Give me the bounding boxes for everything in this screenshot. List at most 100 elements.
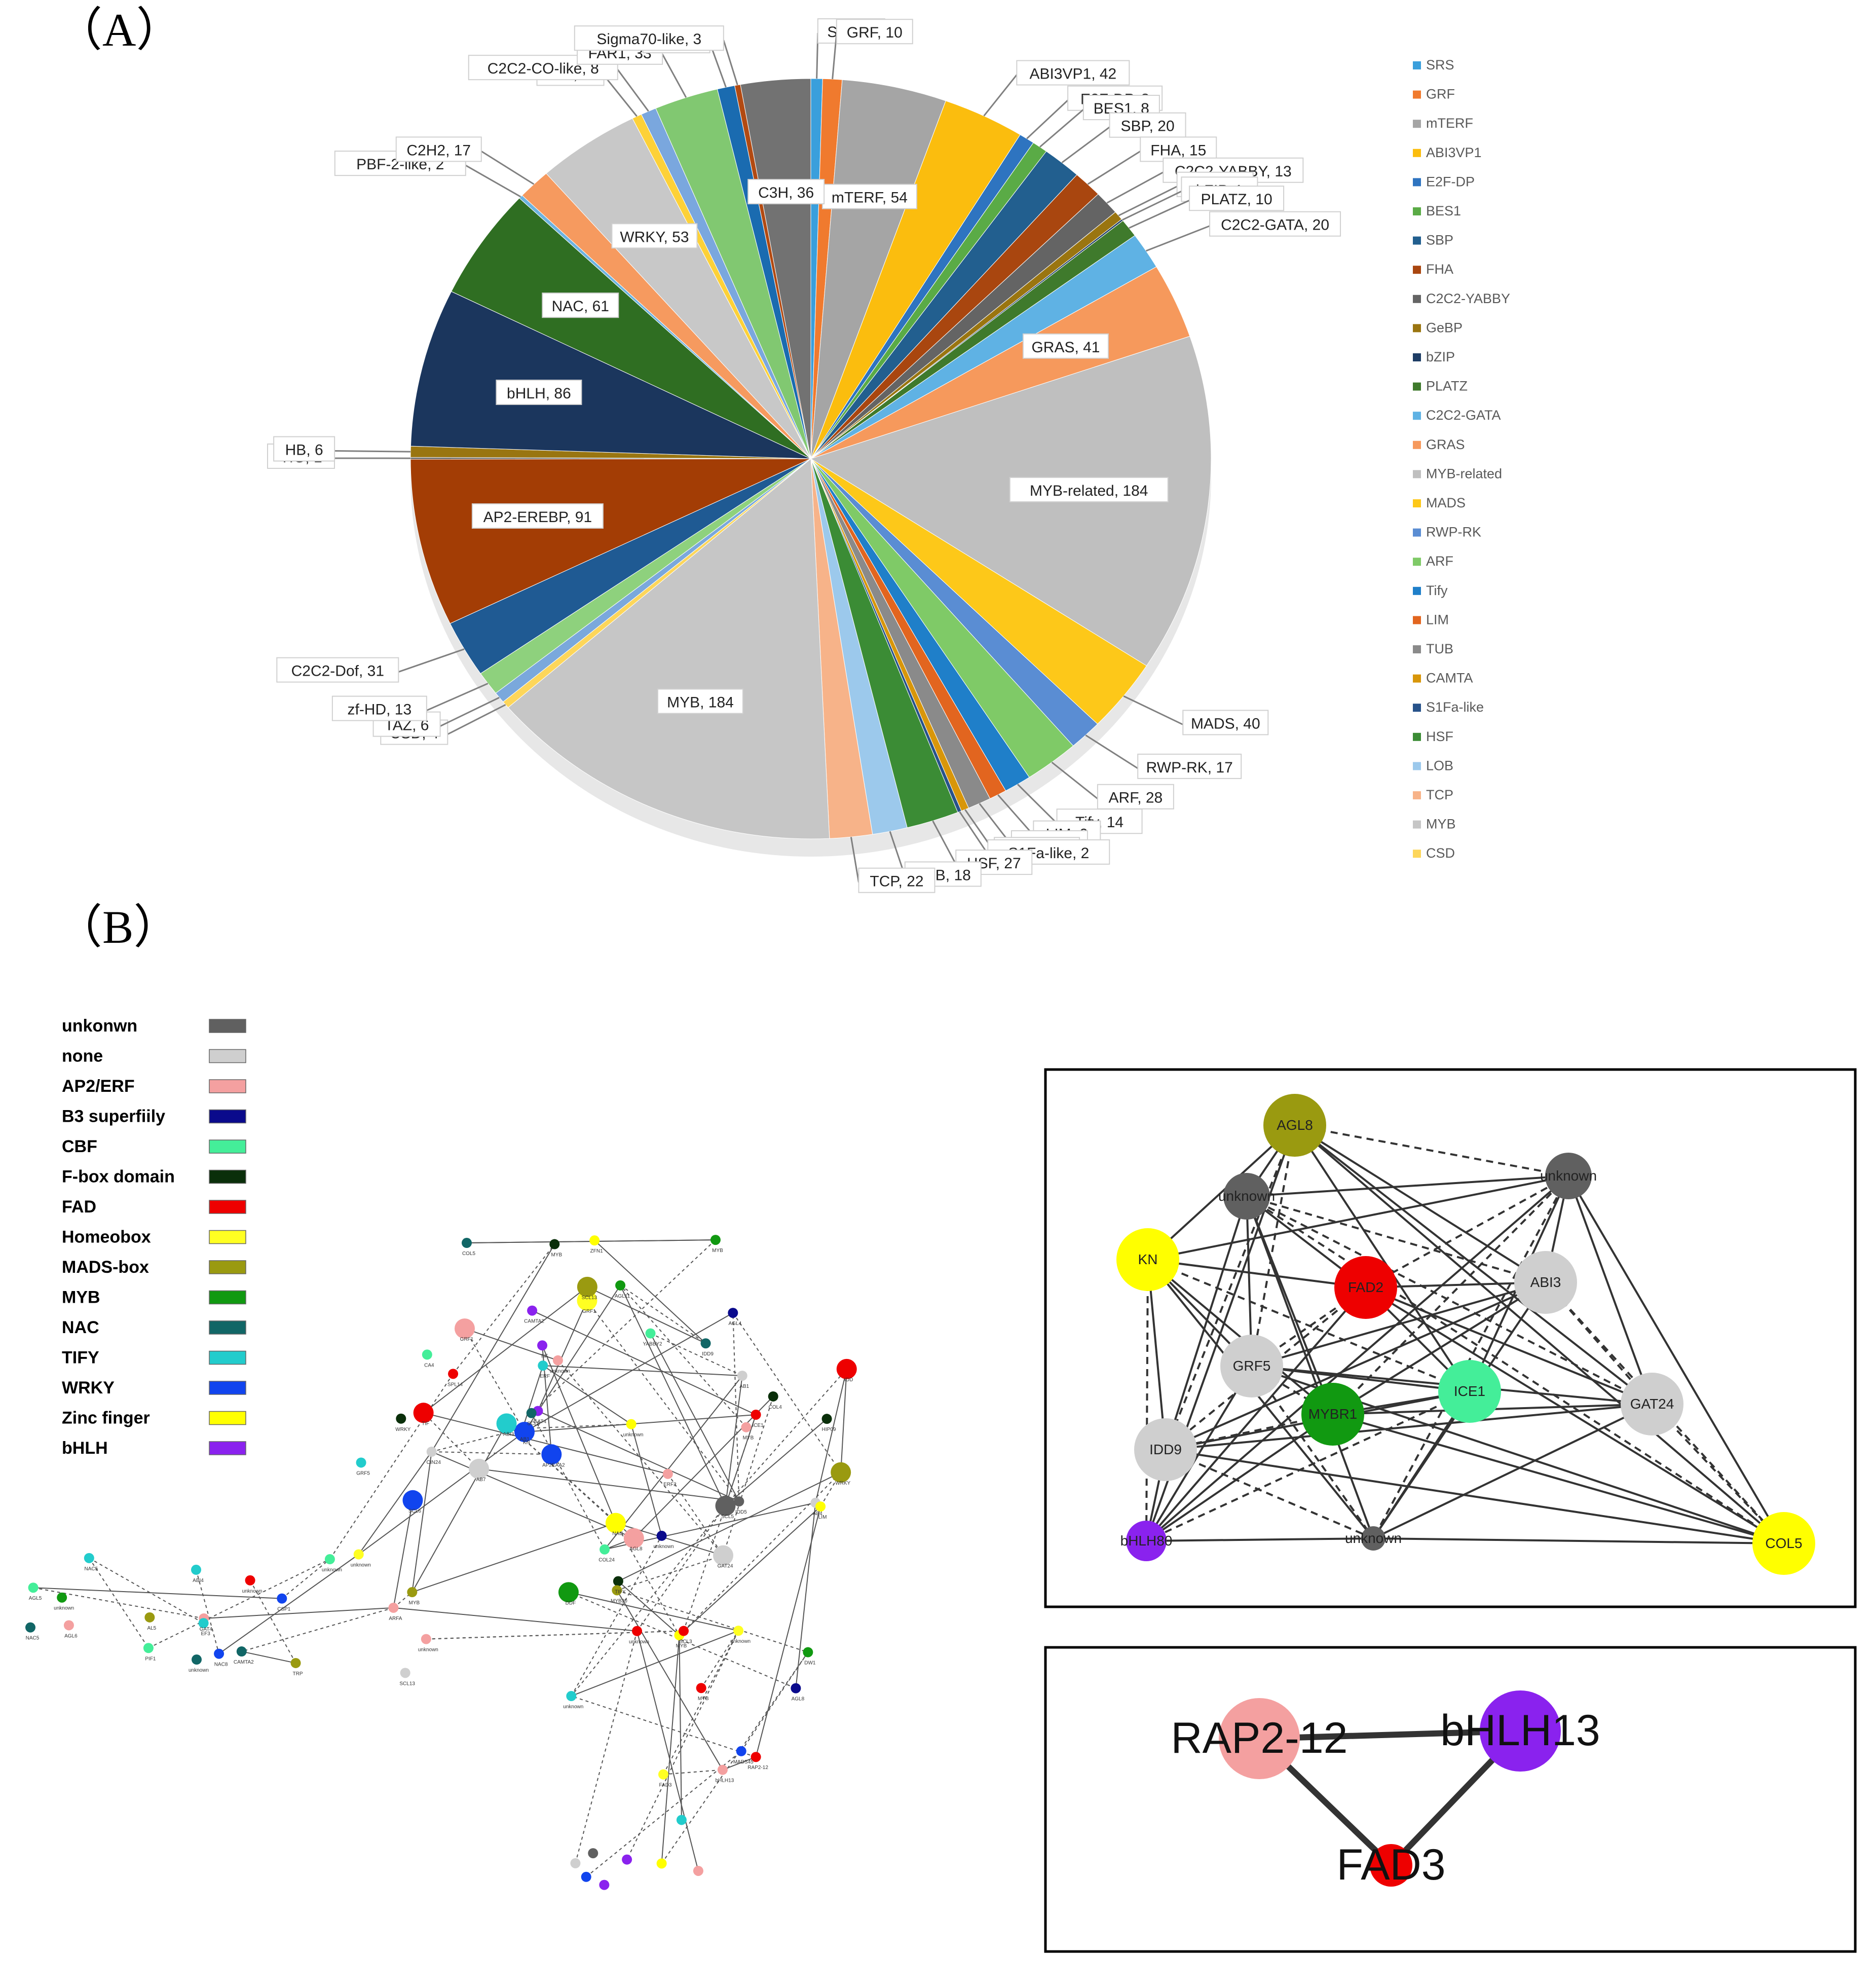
net-node [700,1338,711,1349]
net-node [736,1746,746,1756]
callout-leader-c2h2 [480,151,535,185]
net-edge [241,1651,296,1664]
net-edge [663,1630,739,1775]
legend-swatch-mterf [1413,120,1421,128]
callout-label-fha: FHA, 15 [1150,142,1206,159]
net-legend-swatch-f-box-domain [209,1169,246,1184]
callout-box-nac [542,292,619,318]
net-edge [358,1431,525,1555]
inset-1-label-fad2: FAD2 [1348,1279,1383,1295]
callout-box-c2c2-gata [1209,211,1341,237]
callout-label-zf-hd: zf-HD, 13 [347,702,411,718]
inset-1-label-unknown: unknown [1345,1530,1402,1546]
net-edge [840,1369,847,1472]
inset-1-edge [1251,1281,1546,1367]
net-edge [411,1451,432,1593]
net-node [558,1582,579,1603]
net-node [324,1554,335,1565]
callout-leader-s1fa-like [959,811,989,855]
net-edge [586,1300,740,1502]
callout-label-hb: HB, 6 [285,442,323,459]
legend-label-c2c2-gata: C2C2-GATA [1426,408,1501,423]
legend-label-rwp-rk: RWP-RK [1426,525,1481,540]
callout-box-rwp-rk [1137,753,1242,779]
inset-2-node-rap2-12 [1219,1698,1300,1779]
callout-leader-zf-hd [426,682,489,711]
inset-1-node-unknown [1361,1526,1385,1551]
net-node [538,1360,548,1371]
net-node [728,1308,738,1318]
inset-1-label-gat24: GAT24 [1630,1396,1674,1412]
net-node-label: DDF [566,1600,576,1606]
inset-2-edge [1259,1728,1521,1742]
callout-leader-sigma70-like [723,40,738,86]
pie-slice-wrky [546,118,811,459]
net-node-label: ERF [540,1374,550,1379]
legend-swatch-arf [1413,558,1421,566]
net-legend-label-unkonwn: unkonwn [62,1016,137,1036]
inset-1-edge [1365,1286,1653,1405]
callout-leader-e2f-dp [1026,99,1069,139]
net-node-label: AGL11 [615,1294,630,1299]
net-node [831,1462,851,1483]
net-node [277,1593,287,1604]
net-legend-label-zinc-finger: Zinc finger [62,1409,150,1428]
pie-legend: SRS GRF mTERF ABI3VP1 E2F-DP BES1 SBP FHA C2C2-Y… [1413,57,1510,861]
net-node-label: AGL8 [792,1697,805,1702]
net-edge [393,1607,638,1632]
net-node-label: AGL6 [64,1633,78,1639]
net-node [455,1318,475,1339]
net-node [526,1408,537,1418]
inset-1-label-abi3: ABI3 [1530,1274,1561,1290]
callout-box-hb [273,436,335,462]
net-legend-swatch-fad [209,1200,246,1214]
legend-swatch-grf [1413,90,1421,99]
inset-1-edge [1294,1124,1785,1544]
net-node-label: GAT4 [534,1419,547,1425]
inset-1-edge [1147,1175,1569,1261]
net-node-label: ZFN1 [590,1248,603,1254]
net-node-label: CAMTA2 [234,1660,254,1665]
net-legend-label-fad: FAD [62,1197,96,1217]
net-legend-swatch-none [209,1049,246,1063]
net-node-label: PIF1 [145,1656,156,1662]
legend-swatch-srs [1413,61,1421,69]
legend-label-csd: CSD [1426,845,1455,861]
legend-swatch-mads [1413,499,1421,507]
callout-box-arf [1097,784,1174,809]
callout-box-c2c2-dof [276,657,399,683]
net-node-label: MYB [551,1253,562,1258]
net-edge [663,1769,723,1775]
callout-leader-c2c2-yabby [1106,171,1164,204]
net-edge [620,1285,747,1428]
callout-leader-grf [832,33,838,80]
network-nodes: WRKY COL24 AB4 AB7 unknown TIFY CA4 WRKY SCL5 unk… [25,1235,857,1890]
network-inset-2: RAP2-12 bHLH13 FAD3 [1044,1646,1857,1953]
net-node-label: CAMTA2 [524,1319,544,1324]
net-node [570,1858,581,1868]
net-edge [196,1569,220,1654]
net-legend-swatch-myb [209,1290,246,1305]
net-node [577,1276,597,1297]
net-edge [524,1414,756,1432]
net-node-label: TRP [293,1671,303,1677]
inset-1-edge [1165,1281,1546,1451]
callout-label-myb: MYB, 184 [667,694,734,711]
net-edge [725,1369,847,1506]
net-node [588,1848,598,1859]
net-node [768,1391,778,1402]
callout-leader-hsf [932,820,957,865]
net-edge [464,1328,558,1361]
legend-swatch-sbp [1413,236,1421,245]
net-edge [568,1592,796,1689]
net-node-label: unknown [242,1589,263,1594]
legend-label-platz: PLATZ [1426,379,1468,394]
net-edge [633,1396,774,1539]
callout-leader-arf [1051,761,1098,799]
callout-label-tcp: TCP, 22 [870,873,923,890]
inset-1-node-bhlh80 [1126,1521,1167,1561]
callout-leader-bes1 [1039,108,1084,148]
legend-label-e2f-dp: E2F-DP [1426,174,1475,189]
callout-leader-c2c2-gata [1145,225,1210,252]
inset-1-edge [1294,1124,1653,1405]
